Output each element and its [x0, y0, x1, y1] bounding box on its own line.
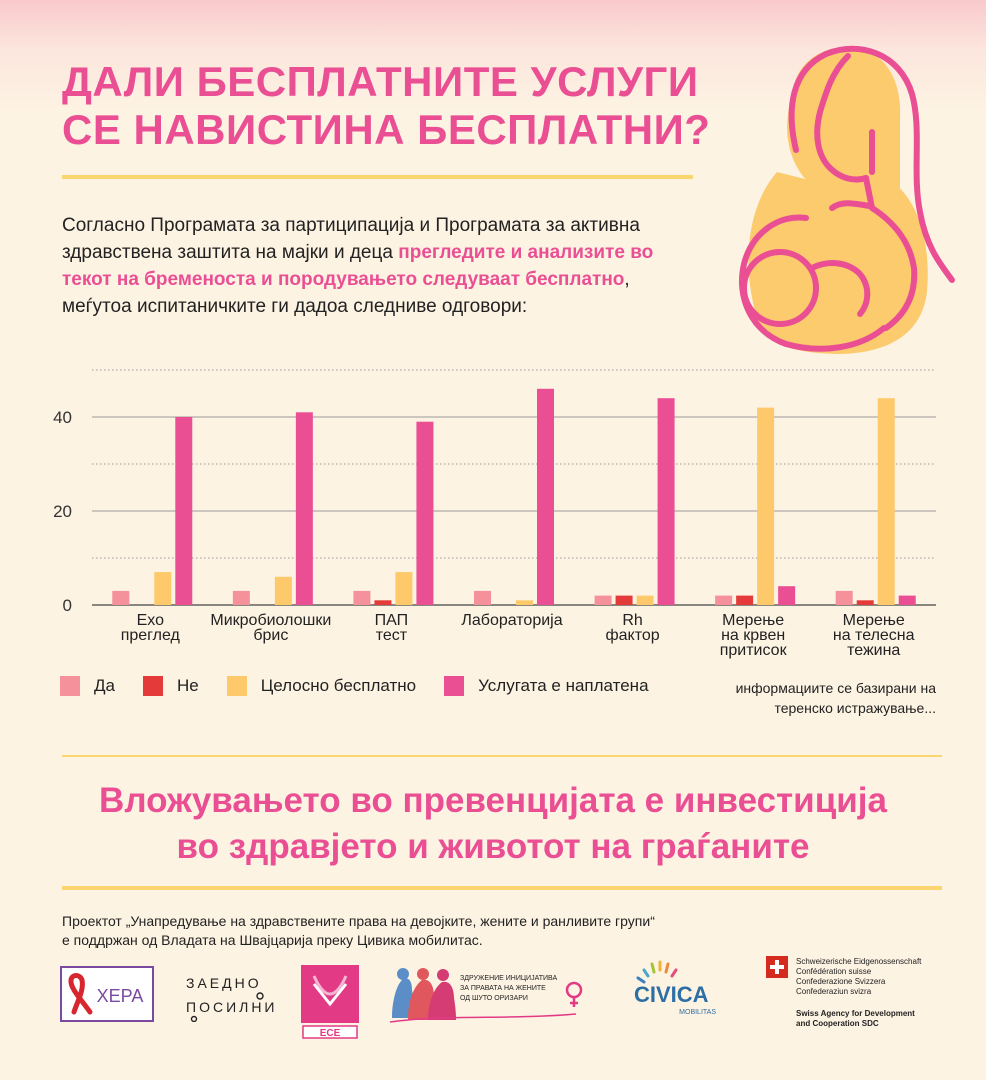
- legend-label-free: Целосно бесплатно: [261, 676, 416, 696]
- bar: [175, 417, 192, 605]
- mother-illustration: [722, 32, 962, 362]
- bar: [836, 591, 853, 605]
- swiss-text-5: Swiss Agency for Development: [796, 1009, 915, 1018]
- y-tick-label: 0: [63, 596, 72, 615]
- bar: [899, 596, 916, 605]
- civica-mobilitas-logo: CIVICA MOBILITAS: [630, 956, 748, 1020]
- slogan-divider-top: [62, 755, 942, 757]
- x-tick-label: тежина: [847, 642, 900, 659]
- mobilitas-text: MOBILITAS: [679, 1009, 716, 1016]
- legend-label-no: Не: [177, 676, 199, 696]
- ese-text: ЕСЕ: [320, 1028, 341, 1039]
- title-line-2: СЕ НАВИСТИНА БЕСПЛАТНИ?: [62, 106, 712, 154]
- swiss-text-2: Confédération suisse: [796, 967, 872, 976]
- y-tick-label: 40: [53, 408, 72, 427]
- slogan-divider-bottom: [62, 886, 942, 890]
- swiss-text-6: and Cooperation SDC: [796, 1019, 879, 1028]
- shuto-text-3: ОД ШУТО ОРИЗАРИ: [460, 995, 528, 1002]
- x-tick-label: преглед: [121, 627, 181, 644]
- hera-logo-text: ХЕРА: [97, 986, 144, 1006]
- legend-swatch-charged: [444, 676, 464, 696]
- swiss-sdc-logo: Schweizerische Eidgenossenschaft Confédé…: [764, 954, 964, 1044]
- ese-logo: ЕСЕ: [300, 964, 360, 1040]
- intro-paragraph: Согласно Програмата за партиципација и П…: [62, 212, 702, 320]
- bar: [353, 591, 370, 605]
- source-note: информациите се базирани на теренско ист…: [730, 678, 936, 718]
- project-statement-line-1: Проектот „Унапредување на здравствените …: [62, 912, 822, 931]
- bar: [474, 591, 491, 605]
- bar: [516, 600, 533, 605]
- bar: [112, 591, 129, 605]
- civica-text: CIVICA: [634, 982, 709, 1007]
- bar: [616, 596, 633, 605]
- women-rights-shuto-orizari-logo: ЗДРУЖЕНИЕ ИНИЦИЈАТИВА ЗА ПРАВАТА НА ЖЕНИ…: [386, 966, 586, 1026]
- project-statement: Проектот „Унапредување на здравствените …: [62, 912, 822, 950]
- bar: [416, 422, 433, 605]
- zaedno-posilni-logo: ЗАЕДНО ПОСИЛНИ: [182, 972, 278, 1022]
- slogan-line-1: Вложувањето во превенцијата е инвестициј…: [0, 778, 986, 824]
- chart-legend: Да Не Целосно бесплатно Услугата е напла…: [60, 676, 677, 696]
- swiss-text-3: Confederazione Svizzera: [796, 977, 886, 986]
- page-title: ДАЛИ БЕСПЛАТНИТЕ УСЛУГИ СЕ НАВИСТИНА БЕС…: [62, 58, 712, 154]
- bar: [154, 572, 171, 605]
- bar: [778, 586, 795, 605]
- bar: [595, 596, 612, 605]
- shuto-text-2: ЗА ПРАВАТА НА ЖЕНИТЕ: [460, 985, 546, 992]
- project-statement-line-2: е поддржан од Владата на Швајцарија прек…: [62, 931, 822, 950]
- legend-item-no: Не: [143, 676, 199, 696]
- bar: [275, 577, 292, 605]
- bar: [395, 572, 412, 605]
- legend-swatch-free: [227, 676, 247, 696]
- slogan: Вложувањето во превенцијата е инвестициј…: [0, 778, 986, 870]
- legend-label-yes: Да: [94, 676, 115, 696]
- bar: [715, 596, 732, 605]
- title-line-1: ДАЛИ БЕСПЛАТНИТЕ УСЛУГИ: [62, 58, 712, 106]
- x-tick-label: фактор: [605, 627, 659, 644]
- x-tick-label: тест: [376, 627, 408, 644]
- hera-logo: ХЕРА: [60, 966, 154, 1022]
- legend-item-yes: Да: [60, 676, 115, 696]
- partner-logos: ХЕРА ЗАЕДНО ПОСИЛНИ ЕСЕ ЗДРУЖЕНИЕ ИНИЦИЈ…: [0, 950, 986, 1050]
- title-divider: [62, 175, 693, 179]
- x-tick-label: Лабораторија: [461, 612, 562, 629]
- bar: [736, 596, 753, 605]
- legend-swatch-no: [143, 676, 163, 696]
- swiss-text-1: Schweizerische Eidgenossenschaft: [796, 957, 922, 966]
- legend-swatch-yes: [60, 676, 80, 696]
- zaedno-text: ЗАЕДНО: [186, 975, 262, 991]
- bar-chart: 02040ЕхопрегледМикробиолошкибрисПАПтестЛ…: [0, 360, 986, 660]
- y-tick-label: 20: [53, 502, 72, 521]
- slogan-line-2: во здравјето и животот на граѓаните: [0, 824, 986, 870]
- legend-item-charged: Услугата е наплатена: [444, 676, 648, 696]
- bar: [296, 412, 313, 605]
- bar: [857, 600, 874, 605]
- shuto-text-1: ЗДРУЖЕНИЕ ИНИЦИЈАТИВА: [460, 975, 557, 982]
- bar: [878, 398, 895, 605]
- bar: [658, 398, 675, 605]
- posilni-text: ПОСИЛНИ: [186, 999, 278, 1015]
- x-tick-label: брис: [253, 627, 288, 644]
- bar: [637, 596, 654, 605]
- bar: [537, 389, 554, 605]
- bar: [757, 408, 774, 605]
- legend-label-charged: Услугата е наплатена: [478, 676, 648, 696]
- bar: [233, 591, 250, 605]
- x-tick-label: притисок: [720, 642, 788, 659]
- swiss-text-4: Confederaziun svizra: [796, 987, 872, 996]
- bar: [374, 600, 391, 605]
- legend-item-free: Целосно бесплатно: [227, 676, 416, 696]
